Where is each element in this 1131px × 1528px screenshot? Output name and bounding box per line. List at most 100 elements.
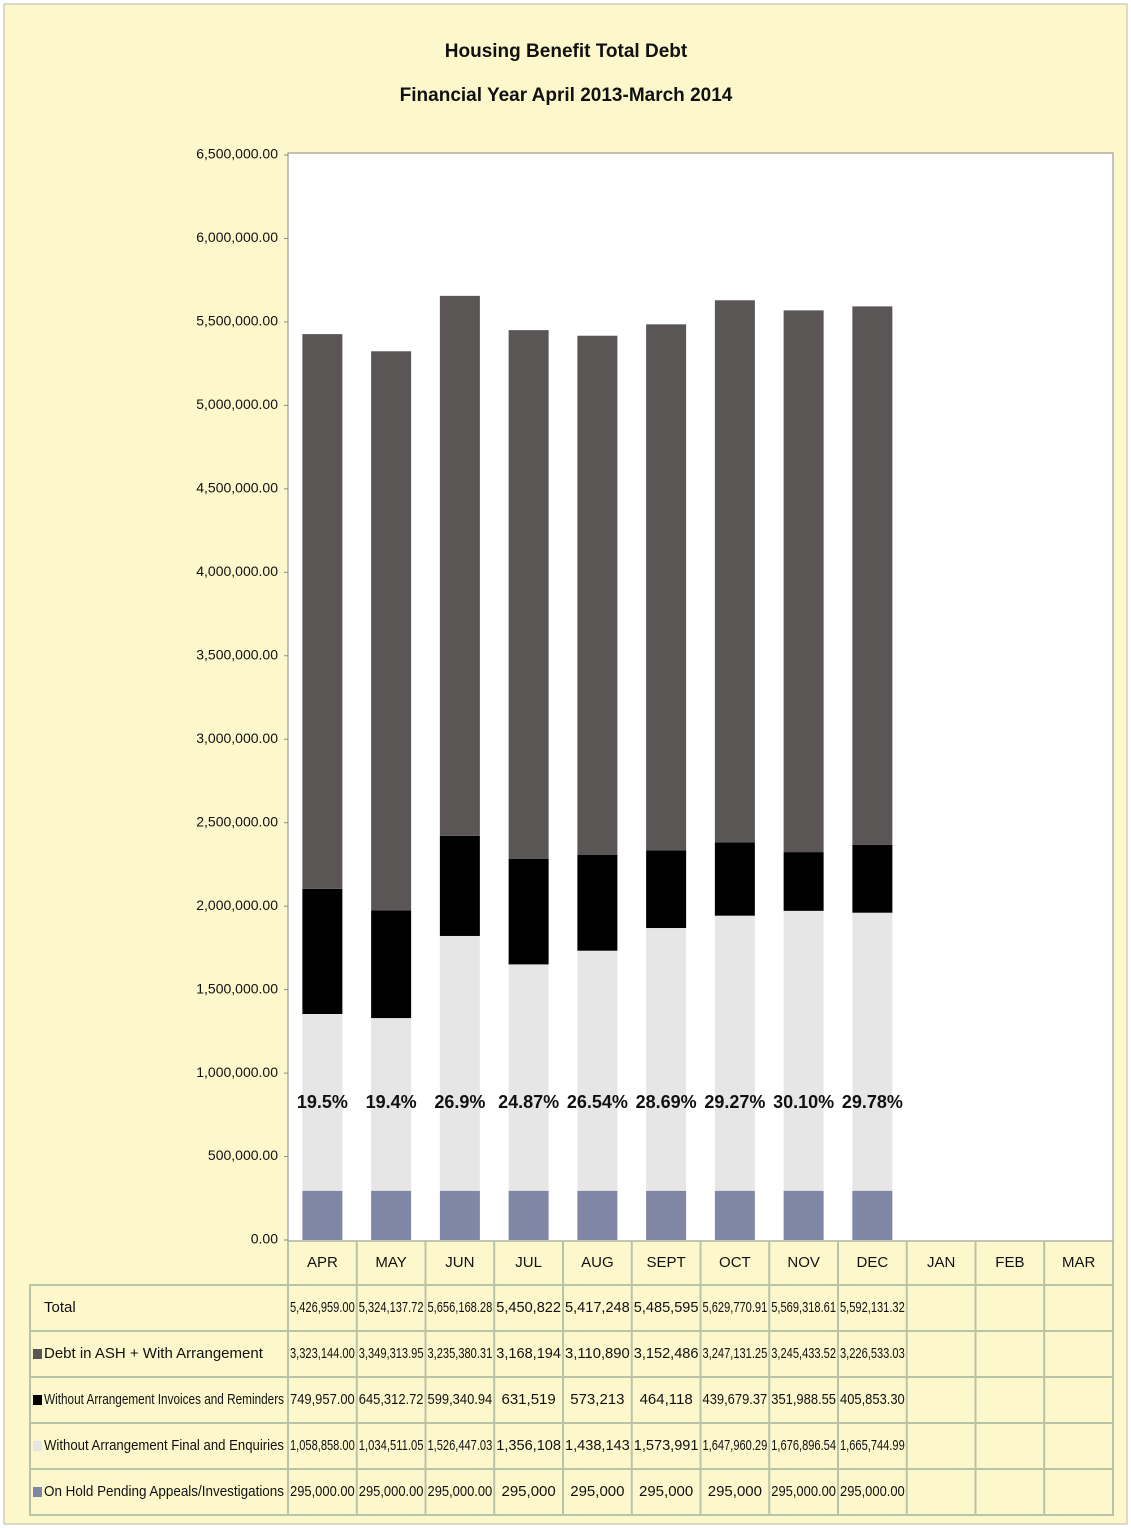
bar-segment [646,1190,687,1240]
percent-label: 30.10% [773,1092,834,1112]
table-value: 295,000.00 [290,1483,355,1500]
y-tick-label: 4,500,000.00 [196,480,278,496]
bar-segment [302,334,343,889]
legend-marker [33,1441,42,1451]
table-value: 295,000.00 [771,1483,836,1500]
table-value: 3,226,533.03 [840,1345,905,1362]
bar-segment [302,1190,343,1240]
bar-segment [439,935,480,1191]
chart-title: Housing Benefit Total Debt [445,41,688,62]
table-value: 295,000 [708,1483,762,1500]
table-value: 1,647,960.29 [703,1437,768,1454]
x-tick-label: JUN [445,1254,474,1271]
bar-segment [508,964,549,1191]
x-tick-label: MAR [1062,1254,1096,1271]
percent-label: 26.54% [567,1092,628,1112]
table-value: 5,426,959.00 [290,1299,355,1316]
bar-segment [714,842,755,916]
x-tick-label: JUL [515,1254,542,1271]
x-tick-label: SEPT [647,1254,686,1271]
table-value: 3,323,144.00 [290,1345,355,1362]
y-tick-label: 2,000,000.00 [196,897,278,913]
bar-segment [577,855,618,951]
percent-label: 29.27% [704,1092,765,1112]
table-value: 5,417,248 [565,1299,630,1316]
x-tick-label: FEB [995,1254,1024,1271]
table-value: 5,324,137.72 [359,1299,424,1316]
y-tick-label: 1,000,000.00 [196,1064,278,1080]
y-tick-label: 6,500,000.00 [196,146,278,162]
table-value: 599,340.94 [428,1391,493,1408]
table-value: 3,349,313.95 [359,1345,424,1362]
table-value: 1,573,991 [634,1437,699,1454]
row-label: On Hold Pending Appeals/Investigations [44,1483,284,1500]
x-tick-label: DEC [857,1254,889,1271]
x-tick-label: NOV [787,1254,820,1271]
percent-label: 28.69% [636,1092,697,1112]
y-tick-label: 2,500,000.00 [196,813,278,829]
table-value: 405,853.30 [840,1391,905,1408]
bar-segment [577,1190,618,1240]
bar-segment [508,1190,549,1240]
table-value: 295,000 [639,1483,693,1500]
bar-segment [852,306,893,845]
bar-segment [714,1190,755,1240]
bar-segment [852,1190,893,1240]
x-tick-label: OCT [719,1254,751,1271]
table-value: 631,519 [502,1391,556,1408]
legend-marker [33,1395,42,1405]
bar-segment [302,888,343,1015]
table-value: 295,000.00 [428,1483,493,1500]
table-value: 5,592,131.32 [840,1299,905,1316]
bar-segment [439,835,480,936]
bar-segment [852,844,893,913]
bar-segment [783,852,824,911]
table-value: 3,235,380.31 [428,1345,493,1362]
row-label: Without Arrangement Final and Enquiries [44,1437,284,1454]
bar-segment [714,300,755,843]
table-value: 439,679.37 [703,1391,768,1408]
table-value: 3,110,890 [565,1345,630,1362]
bar-segment [371,1190,412,1240]
percent-label: 24.87% [498,1092,559,1112]
y-tick-label: 3,000,000.00 [196,730,278,746]
bar-segment [783,1190,824,1240]
bar-segment [646,324,687,851]
table-value: 5,569,318.61 [771,1299,836,1316]
bar-segment [508,858,549,965]
percent-label: 26.9% [434,1092,485,1112]
y-tick-label: 5,000,000.00 [196,396,278,412]
bar-segment [783,310,824,853]
table-value: 295,000 [502,1483,556,1500]
chart-subtitle: Financial Year April 2013-March 2014 [400,85,733,106]
plot-area [287,152,1114,1242]
bar-segment [371,1018,412,1191]
y-tick-label: 1,500,000.00 [196,980,278,996]
bar-segment [646,850,687,929]
table-value: 3,152,486 [634,1345,699,1362]
table-value: 749,957.00 [290,1391,355,1408]
table-value: 573,213 [570,1391,624,1408]
table-value: 351,988.55 [771,1391,836,1408]
x-tick-label: AUG [581,1254,614,1271]
table-value: 1,034,511.05 [359,1437,424,1454]
percent-label: 19.5% [297,1092,348,1112]
x-tick-label: APR [307,1254,338,1271]
table-value: 1,356,108 [496,1437,561,1454]
percent-label: 19.4% [366,1092,417,1112]
table-value: 3,168,194 [496,1345,561,1362]
bar-segment [577,335,618,856]
bar-segment [439,1190,480,1240]
table-value: 464,118 [640,1391,693,1408]
y-tick-label: 3,500,000.00 [196,646,278,662]
bar-segment [783,910,824,1191]
y-tick-label: 0.00 [251,1231,278,1247]
table-value: 5,656,168.28 [428,1299,493,1316]
table-value: 1,676,896.54 [771,1437,836,1454]
legend-marker [33,1487,42,1497]
y-tick-label: 500,000.00 [208,1147,278,1163]
table-value: 295,000 [570,1483,624,1500]
table-value: 5,629,770.91 [703,1299,768,1316]
table-value: 3,245,433.52 [771,1345,836,1362]
